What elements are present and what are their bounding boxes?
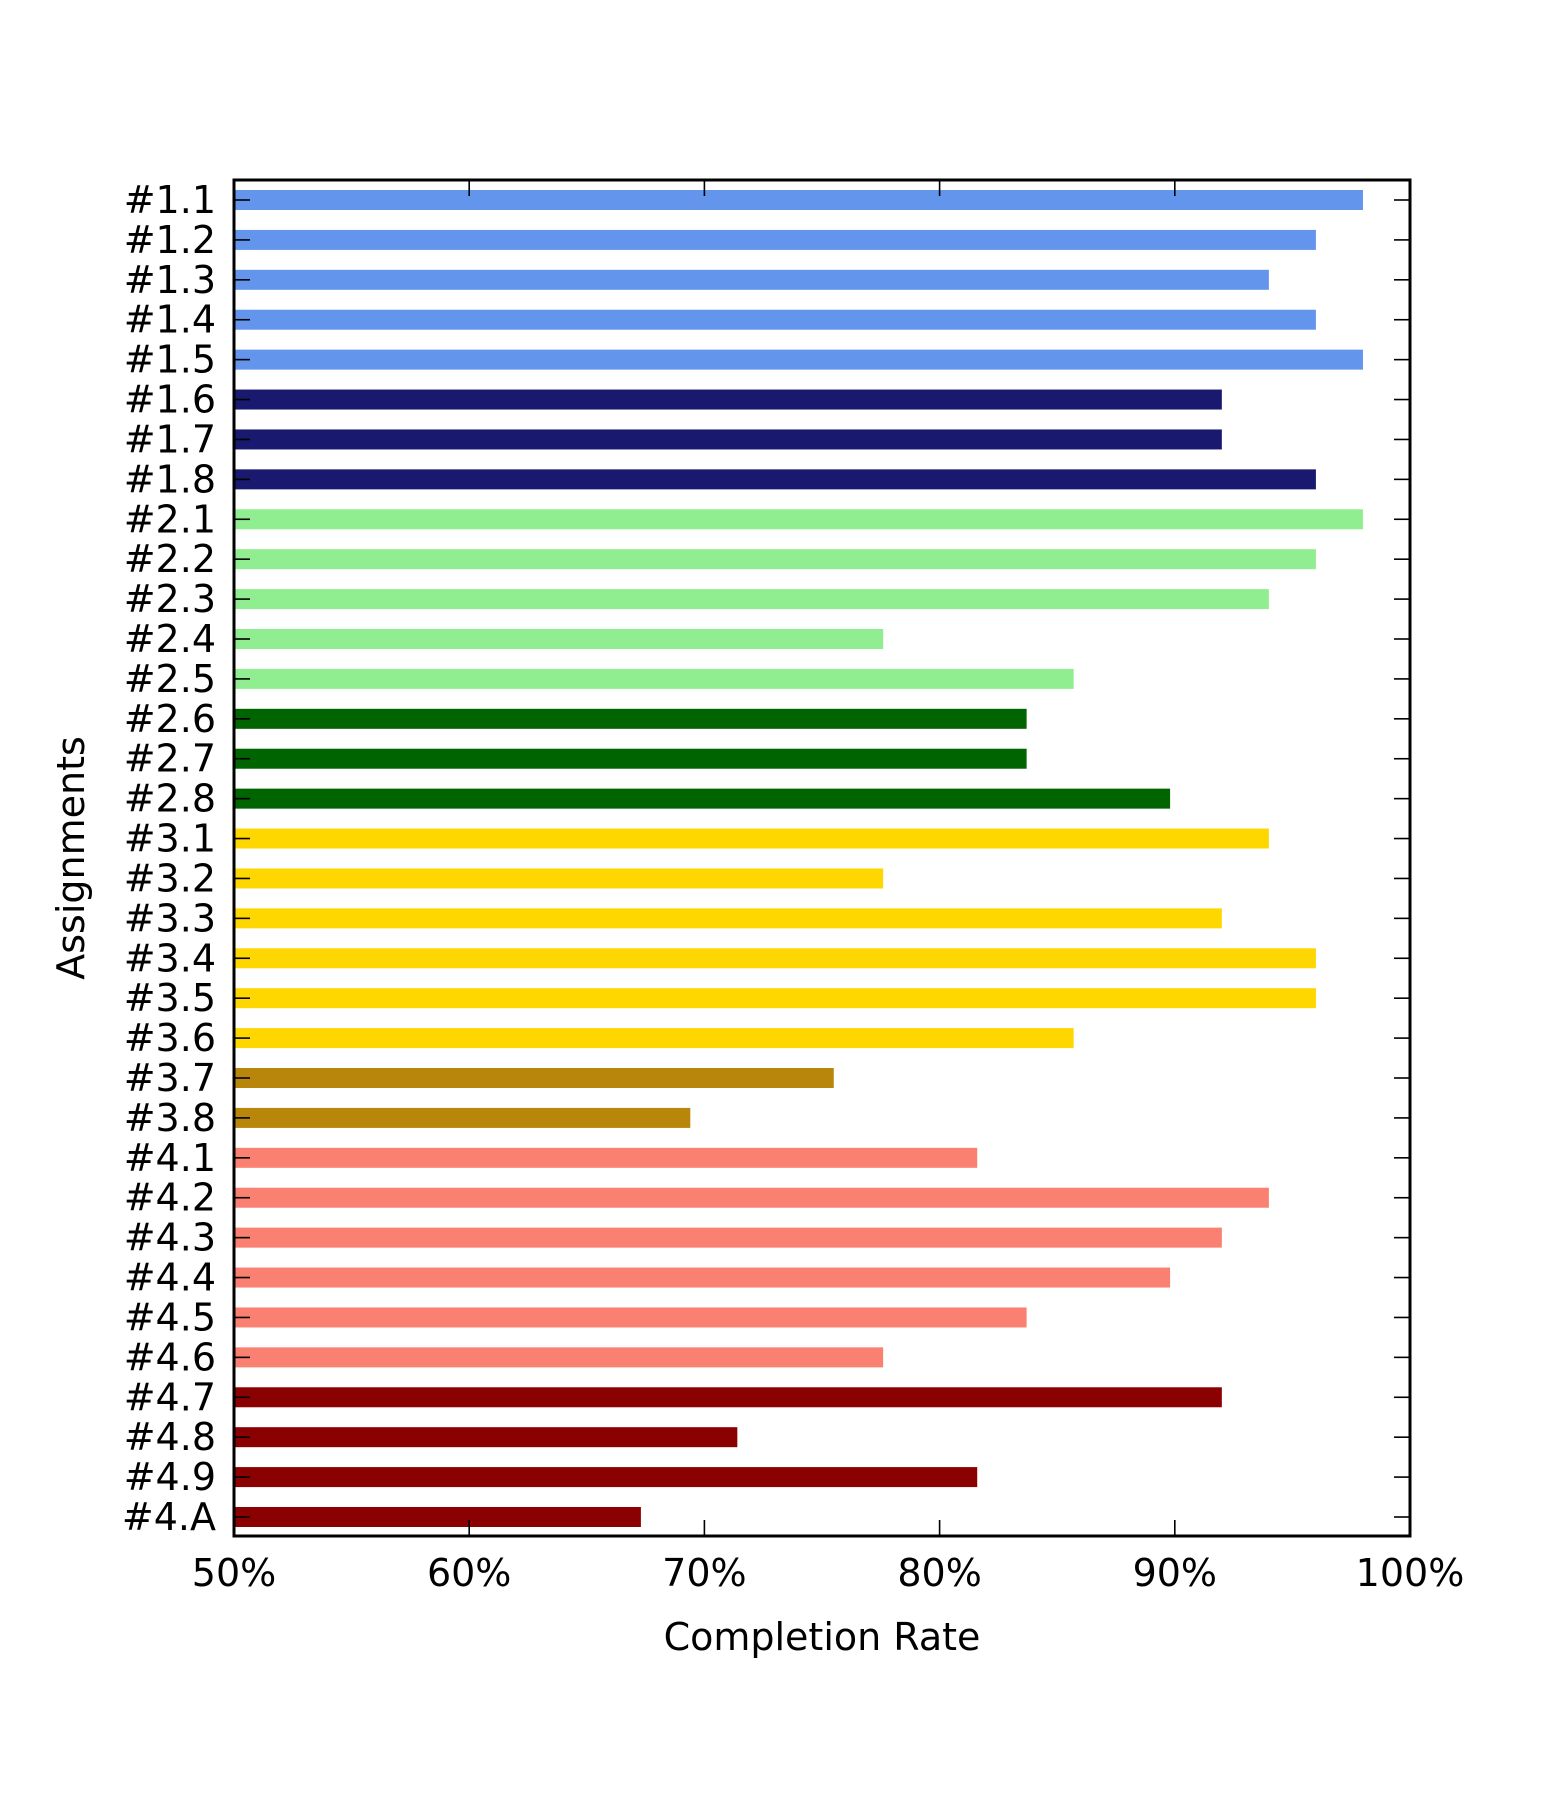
bar-2-4 bbox=[234, 629, 884, 649]
y-tick-label: #3.6 bbox=[124, 1016, 216, 1060]
bar-4-7 bbox=[234, 1387, 1222, 1408]
bar-1-2 bbox=[234, 229, 1316, 250]
bar-1-3 bbox=[234, 269, 1269, 290]
y-tick-label: #4.6 bbox=[124, 1335, 216, 1379]
bar-3-3 bbox=[234, 908, 1222, 929]
bar-4-5 bbox=[234, 1307, 1027, 1328]
bar-4-A bbox=[234, 1507, 641, 1527]
bar-4-4 bbox=[234, 1267, 1171, 1288]
y-tick-label: #1.6 bbox=[124, 378, 216, 422]
y-tick-label: #3.3 bbox=[124, 896, 216, 940]
y-tick-label: #4.9 bbox=[124, 1455, 216, 1499]
bar-3-1 bbox=[234, 828, 1269, 849]
x-tick-label: 70% bbox=[662, 1551, 746, 1595]
bar-1-5 bbox=[234, 349, 1363, 370]
x-tick-labels: 50% 60% 70% 80% 90% 100% bbox=[192, 1551, 1465, 1595]
bar-3-6 bbox=[234, 1028, 1074, 1049]
bar-2-3 bbox=[234, 589, 1269, 610]
bar-4-6 bbox=[234, 1347, 884, 1368]
y-tick-label: #3.7 bbox=[124, 1056, 216, 1100]
y-tick-label: #1.3 bbox=[124, 258, 216, 302]
y-tick-label: #3.1 bbox=[124, 817, 216, 861]
bar-1-1 bbox=[234, 190, 1363, 210]
y-tick-label: #1.5 bbox=[124, 338, 216, 382]
y-tick-label: #2.7 bbox=[124, 737, 216, 781]
bar-3-7 bbox=[234, 1068, 834, 1088]
y-tick-label: #2.1 bbox=[124, 497, 216, 541]
bar-3-5 bbox=[234, 988, 1316, 1009]
y-tick-label: #3.4 bbox=[124, 936, 216, 980]
y-tick-label: #4.5 bbox=[124, 1295, 216, 1339]
bar-1-8 bbox=[234, 469, 1316, 490]
y-tick-label: #2.4 bbox=[124, 617, 216, 661]
plot-frame bbox=[232, 178, 1412, 1538]
bar-3-8 bbox=[234, 1107, 691, 1128]
bar-2-6 bbox=[234, 708, 1027, 729]
y-tick-label: #2.2 bbox=[124, 537, 216, 581]
x-tick-label: 80% bbox=[897, 1551, 981, 1595]
y-tick-label: #4.7 bbox=[124, 1375, 216, 1419]
bar-1-4 bbox=[234, 309, 1316, 330]
bar-4-9 bbox=[234, 1467, 978, 1488]
x-tick-label: 100% bbox=[1356, 1551, 1465, 1595]
y-tick-label: #1.4 bbox=[124, 298, 216, 342]
x-tick-label: 60% bbox=[427, 1551, 511, 1595]
bar-2-2 bbox=[234, 549, 1316, 570]
y-tick-label: #1.8 bbox=[124, 457, 216, 501]
y-tick-label: #4.A bbox=[122, 1495, 216, 1539]
bar-3-4 bbox=[234, 948, 1316, 969]
x-tick-label: 50% bbox=[192, 1551, 276, 1595]
bar-2-1 bbox=[234, 509, 1363, 530]
y-tick-label: #3.5 bbox=[124, 976, 216, 1020]
y-tick-label: #3.8 bbox=[124, 1096, 216, 1140]
y-tick-label: #1.7 bbox=[124, 417, 216, 461]
bar-2-5 bbox=[234, 668, 1074, 689]
x-axis-title: Completion Rate bbox=[664, 1615, 981, 1659]
bars-group bbox=[234, 190, 1363, 1527]
y-tick-label: #4.2 bbox=[124, 1176, 216, 1220]
y-axis-title: Assignments bbox=[49, 736, 93, 980]
y-tick-label: #4.4 bbox=[124, 1256, 216, 1300]
y-tick-labels: #1.1#1.2#1.3#1.4#1.5#1.6#1.7#1.8#2.1#2.2… bbox=[122, 178, 216, 1539]
bar-2-8 bbox=[234, 788, 1171, 809]
bar-2-7 bbox=[234, 748, 1027, 769]
x-tick-label: 90% bbox=[1133, 1551, 1217, 1595]
bar-1-7 bbox=[234, 429, 1222, 450]
bar-4-2 bbox=[234, 1187, 1269, 1208]
y-tick-label: #1.1 bbox=[124, 178, 216, 222]
y-tick-label: #4.1 bbox=[124, 1136, 216, 1180]
bar-1-6 bbox=[234, 389, 1222, 410]
bar-4-1 bbox=[234, 1147, 978, 1168]
y-tick-label: #2.8 bbox=[124, 777, 216, 821]
bar-4-8 bbox=[234, 1427, 738, 1448]
y-tick-label: #2.6 bbox=[124, 697, 216, 741]
y-tick-label: #3.2 bbox=[124, 856, 216, 900]
y-tick-label: #1.2 bbox=[124, 218, 216, 262]
y-tick-label: #4.8 bbox=[124, 1415, 216, 1459]
bar-4-3 bbox=[234, 1227, 1222, 1248]
y-tick-label: #2.5 bbox=[124, 657, 216, 701]
y-tick-label: #4.3 bbox=[124, 1216, 216, 1260]
bar-3-2 bbox=[234, 868, 884, 889]
y-tick-label: #2.3 bbox=[124, 577, 216, 621]
